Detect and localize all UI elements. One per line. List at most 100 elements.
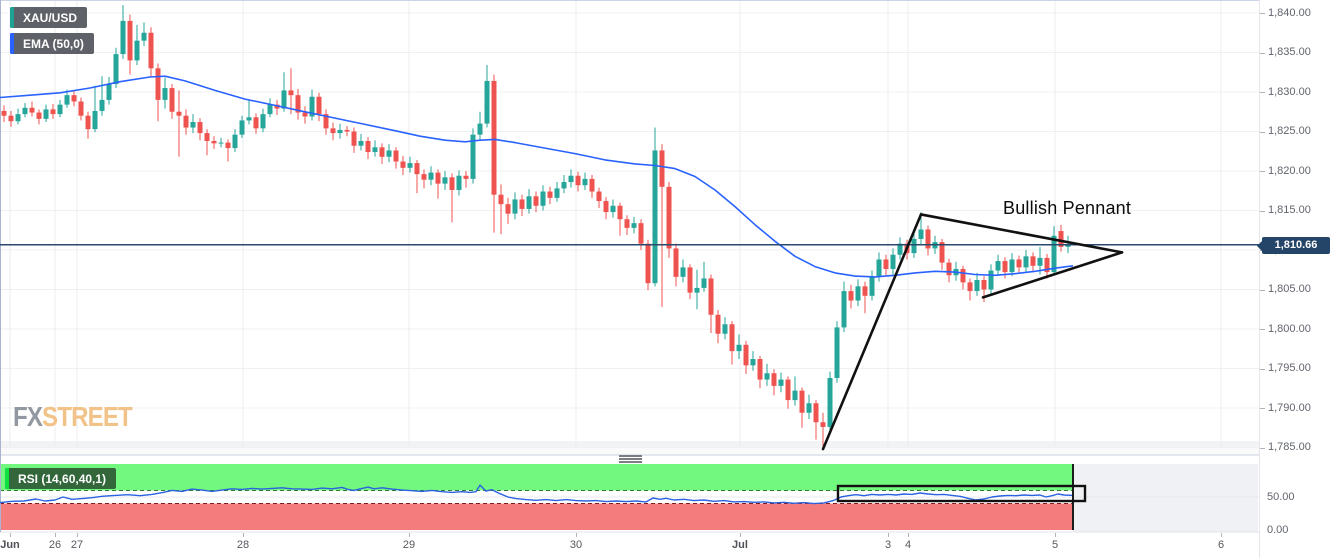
candle-body (197, 122, 203, 134)
candle-body (302, 112, 308, 117)
candle-body (1037, 257, 1043, 266)
time-tick-mark (77, 533, 78, 537)
candle-body (106, 84, 112, 100)
candle-body (806, 403, 812, 413)
time-tick-label: 27 (70, 539, 84, 551)
candle-body (687, 267, 693, 293)
pennant-flagpole-line[interactable] (821, 213, 923, 451)
symbol-label: XAU/USD (23, 10, 78, 25)
candle-body (344, 129, 350, 132)
candle-body (827, 377, 833, 427)
price-tick-label: 1,830.00 (1268, 85, 1311, 98)
candle-body (386, 150, 392, 157)
candle-body (673, 248, 679, 277)
candle-body (659, 150, 665, 187)
candle-body (407, 163, 413, 168)
candle-body (127, 20, 133, 61)
candle-body (190, 122, 196, 128)
candle-body (631, 223, 637, 228)
candle-body (470, 134, 476, 179)
candle-body (176, 111, 182, 116)
price-tick-label: 1,825.00 (1268, 125, 1311, 137)
pennant-upper-line[interactable] (919, 213, 1124, 254)
last-price-badge: 1,810.66 (1257, 237, 1330, 254)
candle-body (1016, 259, 1022, 268)
candle-body (855, 286, 861, 301)
candle-body (281, 90, 287, 109)
candle-body (260, 114, 266, 129)
candle-body (134, 40, 140, 61)
candle-body (519, 199, 525, 209)
candle-body (792, 390, 798, 401)
rsi-highlight-box[interactable] (836, 484, 1087, 503)
rsi-label: RSI (14,60,40,1) (18, 471, 107, 486)
rsi-axis-label-50: 50.00 (1267, 491, 1295, 503)
candle-body (162, 88, 168, 100)
rsi-indicator-badge[interactable]: RSI (14,60,40,1) (5, 468, 117, 489)
candle-body (785, 379, 791, 401)
chart-canvas[interactable] (0, 0, 1259, 533)
candle-body (337, 129, 343, 134)
candle-body (113, 54, 119, 85)
candle-body (526, 196, 532, 209)
candle-body (57, 104, 63, 115)
price-axis[interactable]: 1,810.66 1,840.00 1,835.00 1,830.00 1,825.0… (1257, 0, 1331, 558)
time-tick-label: 28 (236, 539, 250, 551)
candle-body (29, 107, 35, 113)
candle-body (547, 191, 553, 198)
candle-body (36, 112, 42, 119)
time-axis[interactable]: Jun 26 27 28 29 30 Jul 3 4 5 6 (0, 533, 1259, 558)
candle-body (771, 373, 777, 386)
candle-body (78, 101, 84, 116)
candle-body (680, 267, 686, 277)
candle-body (1051, 235, 1057, 273)
candle-body (218, 142, 224, 144)
candle-body (246, 117, 252, 121)
candle-body (995, 261, 1001, 271)
candle-body (1023, 256, 1029, 268)
candle-body (232, 134, 238, 149)
ema-indicator-badge[interactable]: EMA (50,0) (10, 33, 94, 54)
candle-body (1030, 256, 1036, 266)
candle-body (414, 163, 420, 175)
candle-body (540, 191, 546, 206)
candle-body (169, 88, 175, 112)
bullish-pennant-annotation[interactable]: Bullish Pennant (1003, 198, 1132, 218)
price-tick-mark (1260, 447, 1265, 449)
candle-body (876, 259, 882, 277)
candle-body (582, 178, 588, 186)
candle-body (610, 205, 616, 213)
candle-body (323, 114, 329, 129)
candle-body (50, 109, 56, 115)
candle-body (890, 254, 896, 269)
rsi-axis-label-0: 0.00 (1267, 524, 1289, 536)
candle-body (575, 175, 581, 186)
candle-body (463, 175, 469, 179)
price-tick-mark (1260, 92, 1265, 93)
candle-body (99, 99, 105, 111)
pennant-lower-line[interactable] (981, 251, 1124, 299)
price-tick-label: 1,805.00 (1268, 283, 1311, 295)
candle-body (841, 291, 847, 328)
pane-resize-handle[interactable] (619, 455, 642, 463)
candle-body (477, 123, 483, 135)
candle-body (484, 80, 490, 124)
time-tick-label: 4 (904, 539, 912, 551)
candle-body (918, 229, 924, 239)
rsi-line (0, 484, 1074, 505)
symbol-color-bar (10, 7, 14, 28)
candle-body (645, 243, 651, 284)
candle-body (589, 178, 595, 192)
time-tick-mark (243, 533, 244, 537)
candle-body (155, 68, 161, 100)
candle-body (757, 359, 763, 380)
candle-body (694, 287, 700, 293)
ema-line (0, 75, 1074, 278)
symbol-badge[interactable]: XAU/USD (10, 7, 88, 28)
price-tick-mark (1260, 408, 1265, 409)
candle-body (379, 147, 385, 157)
candle-body (239, 120, 245, 135)
rsi-future-area (1073, 464, 1258, 532)
candle-body (1058, 231, 1064, 247)
